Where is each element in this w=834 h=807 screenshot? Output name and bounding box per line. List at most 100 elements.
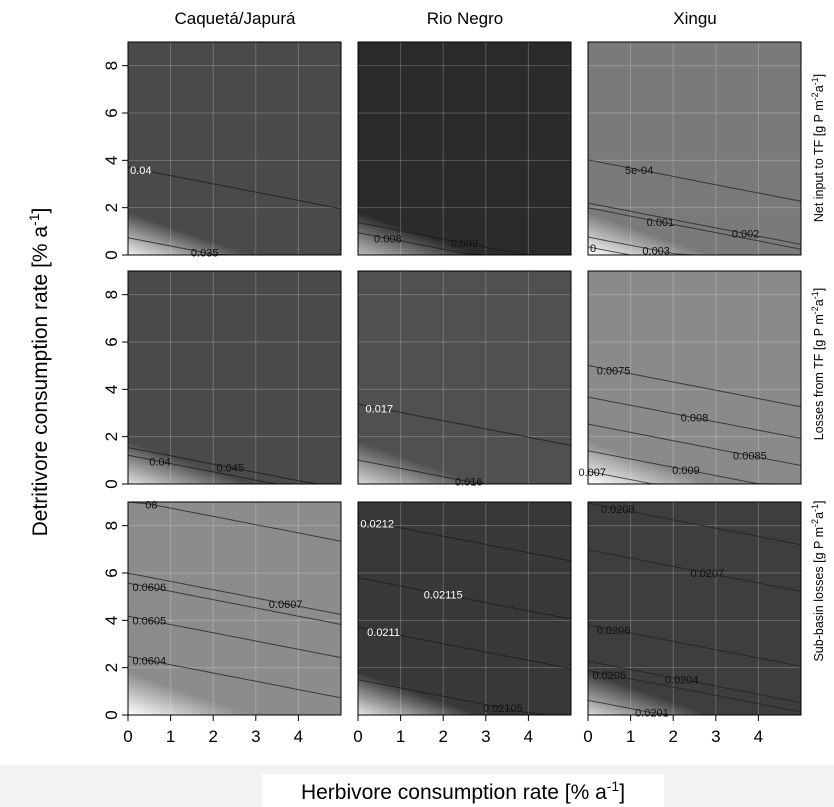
contour-label: 0.016 bbox=[455, 477, 483, 489]
x-tick-label: 2 bbox=[208, 727, 217, 746]
contour-label: 0.045 bbox=[216, 462, 244, 474]
contour-label: 0.0204 bbox=[665, 675, 699, 687]
y-tick-label: 8 bbox=[102, 61, 121, 70]
panel-r2-c0: 0.0606 0.0607 0.0605 0.0604 08 0 2 4 6 8 0 1 2 3 4 bbox=[102, 499, 342, 746]
contour-line bbox=[587, 624, 802, 667]
y-tick-label: 0 bbox=[102, 479, 121, 488]
contour-label: 0.0201 bbox=[635, 708, 669, 720]
contour-line bbox=[127, 572, 342, 615]
contour-label: 0.0208 bbox=[601, 504, 635, 516]
y-tick-label: 6 bbox=[102, 337, 121, 346]
contour-label: 08 bbox=[145, 499, 157, 511]
row-title-net-input: Net input to TF [g P m-2a-1] bbox=[810, 74, 826, 222]
contour-label: 0 bbox=[590, 243, 596, 255]
panel-background bbox=[358, 42, 571, 255]
panel-background bbox=[128, 502, 341, 715]
x-tick-label: 1 bbox=[396, 727, 405, 746]
contour-line bbox=[587, 549, 802, 592]
x-tick-label: 4 bbox=[754, 727, 763, 746]
panel-r2-c2: 0.0208 0.0207 0.0206 0.0205 0.0204 0.0201 0 1 2 3… bbox=[583, 501, 802, 746]
x-tick-label: 4 bbox=[294, 727, 303, 746]
y-tick-label: 0 bbox=[102, 250, 121, 259]
x-tick-label: 2 bbox=[668, 727, 677, 746]
panel-frame bbox=[127, 501, 342, 716]
panel-frame bbox=[127, 270, 342, 485]
panel-r1-c1: 0.017 0.016 bbox=[357, 270, 572, 489]
contour-line bbox=[587, 207, 802, 250]
contour-label: 0.009 bbox=[451, 238, 479, 250]
panel-frame bbox=[587, 270, 802, 485]
panel-frame bbox=[357, 270, 572, 485]
x-tick-label: 0 bbox=[123, 727, 132, 746]
contour-label: 5e-04 bbox=[625, 165, 653, 177]
contour-line bbox=[127, 501, 342, 542]
contour-line bbox=[357, 519, 572, 562]
column-titles: Caquetá/Japurá Rio Negro Xingu bbox=[175, 9, 717, 28]
panel-background bbox=[588, 271, 801, 484]
contour-line bbox=[127, 615, 342, 659]
contour-line bbox=[127, 166, 342, 210]
contour-line bbox=[587, 502, 802, 546]
column-title-rio-negro: Rio Negro bbox=[427, 9, 504, 28]
y-tick-label: 2 bbox=[102, 203, 121, 212]
row-titles: Net input to TF [g P m-2a-1] Losses from… bbox=[810, 74, 826, 662]
contour-label: 0.008 bbox=[681, 413, 709, 425]
y-tick-label: 4 bbox=[102, 385, 121, 394]
x-tick-label: 3 bbox=[481, 727, 490, 746]
panel-r0-c0: 0.04 0.035 0 2 4 6 8 bbox=[102, 41, 342, 260]
panel-frame bbox=[587, 501, 802, 716]
panel-background bbox=[358, 502, 571, 715]
x-tick-label: 0 bbox=[353, 727, 362, 746]
column-title-caqueta: Caquetá/Japurá bbox=[175, 9, 297, 28]
contour-label: 0.017 bbox=[366, 403, 394, 415]
contour-label: 0.035 bbox=[191, 248, 219, 260]
y-axis-label: Detritivore consumption rate [% a-1] bbox=[26, 208, 52, 537]
panel-r0-c1: 0.008 0.009 bbox=[357, 41, 572, 256]
contour-line bbox=[587, 396, 802, 439]
x-tick-label: 3 bbox=[711, 727, 720, 746]
x-axis-label-box bbox=[262, 774, 664, 807]
contour-line bbox=[587, 364, 802, 408]
contour-line bbox=[127, 582, 342, 625]
contour-label: 0.001 bbox=[647, 217, 675, 229]
column-title-xingu: Xingu bbox=[673, 9, 716, 28]
panel-frame bbox=[127, 41, 342, 256]
y-tick-label: 8 bbox=[102, 290, 121, 299]
contour-label: 0.0085 bbox=[733, 451, 767, 463]
panel-background bbox=[588, 42, 801, 255]
contour-line bbox=[127, 447, 341, 485]
contour-line bbox=[357, 403, 572, 446]
contour-label: 0.0212 bbox=[360, 518, 394, 530]
contour-label: 0.0207 bbox=[690, 568, 724, 580]
panel-background bbox=[358, 271, 571, 484]
y-tick-label: 6 bbox=[102, 108, 121, 117]
x-tick-label: 2 bbox=[438, 727, 447, 746]
panel-r1-c0: 0.04 0.045 0 2 4 6 8 bbox=[102, 270, 342, 489]
contour-label: 0.0205 bbox=[592, 670, 626, 682]
contour-label: 0.0206 bbox=[597, 625, 631, 637]
contour-label: 0.007 bbox=[578, 467, 606, 479]
panel-frame bbox=[357, 41, 572, 256]
panel-r1-c2: 0.0075 0.008 0.0085 0.009 0.007 bbox=[578, 270, 802, 485]
contour-label: 0.02115 bbox=[424, 589, 463, 601]
contour-label: 0.008 bbox=[374, 233, 402, 245]
contour-line bbox=[587, 159, 802, 202]
panel-frame bbox=[357, 501, 572, 716]
x-tick-label: 1 bbox=[626, 727, 635, 746]
y-tick-label: 6 bbox=[102, 568, 121, 577]
contour-line bbox=[587, 202, 802, 245]
x-tick-label: 0 bbox=[583, 727, 592, 746]
contour-line bbox=[587, 423, 802, 466]
y-tick-label: 4 bbox=[102, 616, 121, 625]
contour-line bbox=[357, 577, 572, 620]
row-title-losses-tf: Losses from TF [g P m-2a-1] bbox=[810, 288, 826, 440]
contour-line bbox=[357, 679, 571, 716]
contour-line bbox=[127, 655, 342, 699]
contour-label: 0.04 bbox=[149, 457, 170, 469]
contour-label: 0.003 bbox=[642, 245, 670, 257]
contour-line bbox=[587, 660, 802, 704]
x-tick-label: 3 bbox=[251, 727, 260, 746]
contour-line bbox=[587, 670, 802, 713]
contour-label: 0.0075 bbox=[597, 365, 631, 377]
